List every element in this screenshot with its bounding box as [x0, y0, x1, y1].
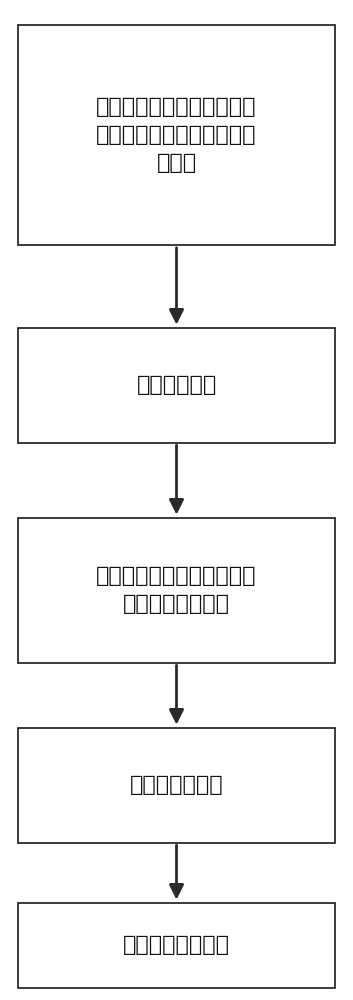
- Bar: [18, 902, 335, 988]
- Bar: [18, 328, 335, 442]
- Text: 图像处理获得实际图像对应
的倒角距离变换图: 图像处理获得实际图像对应 的倒角距离变换图: [96, 566, 257, 614]
- Text: 计算距离特征值: 计算距离特征值: [130, 775, 223, 795]
- Bar: [18, 728, 335, 842]
- Text: 设定各个自由度的步长，变
换刀座位姿，构建刀座位姿
模板库: 设定各个自由度的步长，变 换刀座位姿，构建刀座位姿 模板库: [96, 97, 257, 173]
- Text: 获取实际图像: 获取实际图像: [136, 375, 217, 395]
- Text: 确定刀座实际位姿: 确定刀座实际位姿: [123, 935, 230, 955]
- Bar: [18, 518, 335, 663]
- Bar: [18, 25, 335, 245]
